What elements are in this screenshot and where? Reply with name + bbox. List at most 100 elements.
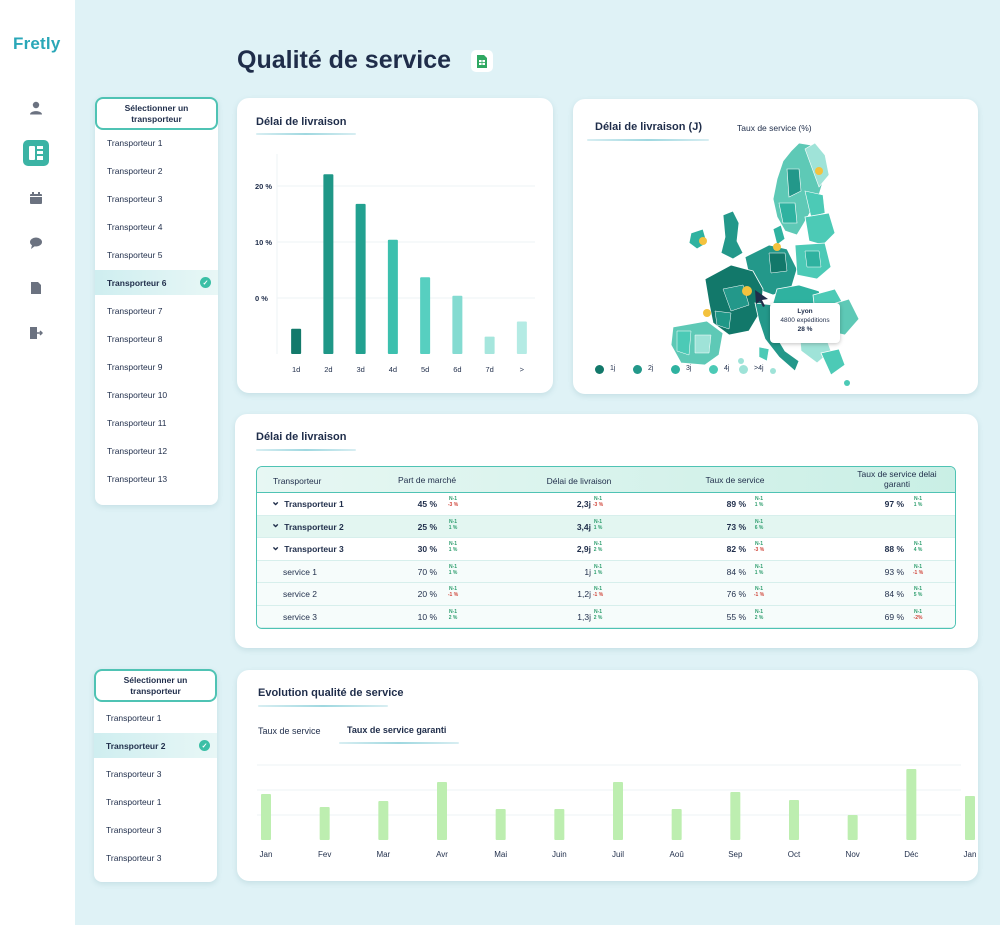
location-marker — [773, 243, 781, 251]
bar-5d — [420, 277, 431, 354]
carrier-option[interactable]: Transporteur 4 — [95, 214, 218, 239]
month-label: Jan — [260, 850, 273, 859]
carrier-option[interactable]: Transporteur 1 — [94, 705, 217, 730]
x-tick-label: 5d — [421, 365, 429, 374]
legend-label: 3j — [686, 365, 692, 372]
bar-Jan — [965, 796, 975, 840]
n1-label: N-1 — [448, 518, 458, 525]
bar-4d — [387, 239, 398, 354]
carrier-name: Transporteur 1 — [284, 499, 344, 509]
carrier-option[interactable]: Transporteur 9 — [95, 354, 218, 379]
user-icon[interactable] — [24, 96, 48, 120]
app-logo[interactable]: Fretly — [13, 34, 61, 53]
table-row[interactable]: ⌄ Transporteur 3 30 % N-1 1 % 2,9j N-1 2 % 82 % N… — [257, 538, 955, 561]
table-row[interactable]: ⌄ Transporteur 1 45 % N-1 -3 % 2,3j N-1 -3 % 89 … — [257, 493, 955, 516]
service-rate-n1-delta: N-1 -3 % — [751, 541, 767, 553]
table-row[interactable]: service 3 10 % N-1 2 % 1,3j N-1 2 % 55 % N-1 2 % 6… — [257, 605, 955, 628]
chat-icon[interactable] — [24, 231, 48, 255]
x-tick-label: > — [520, 365, 525, 374]
table-row[interactable]: service 1 70 % N-1 1 % 1j N-1 1 % 84 % N-1 1 % 93 … — [257, 560, 955, 583]
x-tick-label: 6d — [453, 365, 461, 374]
carrier-option[interactable]: Transporteur 11 — [95, 410, 218, 435]
col-guaranteed-rate[interactable]: Taux de service delai garanti — [857, 469, 937, 489]
month-label: Juil — [612, 850, 624, 859]
chevron-down-icon[interactable]: ⌄ — [271, 540, 281, 553]
check-icon: ✓ — [199, 740, 210, 751]
service-rate-n1-delta: N-1 6 % — [751, 519, 767, 531]
col-market-share[interactable]: Part de marché — [397, 475, 457, 485]
carrier-option-label: Transporteur 2 — [106, 740, 166, 751]
carrier-name: service 2 — [283, 589, 318, 599]
carrier-option[interactable]: Transporteur 1 — [94, 789, 217, 814]
tab-delay-days[interactable]: Délai de livraison (J) — [595, 121, 702, 133]
carrier-option-label: Transporteur 3 — [106, 824, 162, 835]
table-row[interactable]: ⌄ Transporteur 2 25 % N-1 1 % 3,4j N-1 1 % 73 % N… — [257, 515, 955, 538]
service-rate-n1-delta: N-1 1 % — [751, 564, 767, 576]
carrier-selector-header[interactable]: Sélectionner un transporteur — [95, 97, 218, 130]
market-share-n1-delta: N-1 1 % — [445, 564, 461, 576]
bar-Oct — [789, 800, 799, 840]
n1-value: 2 % — [448, 614, 458, 621]
carrier-option[interactable]: Transporteur 6 ✓ — [95, 270, 218, 295]
carrier-option[interactable]: Transporteur 5 — [95, 242, 218, 267]
col-service-rate[interactable]: Taux de service — [705, 475, 765, 485]
carrier-option[interactable]: Transporteur 12 — [95, 438, 218, 463]
y-tick-label: 20 % — [255, 182, 272, 191]
market-share-n1-delta: N-1 -3 % — [445, 496, 461, 508]
tab-service-rate[interactable]: Taux de service (%) — [737, 123, 812, 133]
carrier-option[interactable]: Transporteur 8 — [95, 326, 218, 351]
carrier-option[interactable]: Transporteur 1 — [95, 130, 218, 155]
carrier-selector-bottom: Sélectionner un transporteur Transporteu… — [94, 669, 217, 882]
bar-> — [516, 321, 527, 354]
delivery-delay-n1-delta: N-1 1 % — [590, 519, 606, 531]
n1-value: -3 % — [592, 502, 604, 508]
carrier-option[interactable]: Transporteur 13 — [95, 466, 218, 491]
carrier-selector-top: Sélectionner un transporteur Transporteu… — [95, 97, 218, 505]
market-share-n1-delta: N-1 1 % — [445, 519, 461, 531]
carrier-selector-header[interactable]: Sélectionner un transporteur — [94, 669, 217, 702]
carrier-option[interactable]: Transporteur 3 — [94, 817, 217, 842]
carrier-option[interactable]: Transporteur 2 — [95, 158, 218, 183]
cursor-pointer — [755, 290, 768, 307]
legend-label: 1j — [610, 365, 616, 372]
carrier-option[interactable]: Transporteur 3 — [94, 845, 217, 870]
evolution-bar-chart: Jan Fev Mar Avr Mai Juin Juil Aoû Sep Oct Nov Déc Ja… — [257, 764, 977, 859]
carrier-option-label: Transporteur 3 — [106, 852, 162, 863]
dashboard-icon[interactable] — [23, 140, 49, 166]
y-tick-label: 10 % — [255, 238, 272, 247]
n1-label: N-1 — [913, 586, 923, 592]
tab-service-rate[interactable]: Taux de service — [258, 726, 321, 736]
col-delivery-delay[interactable]: Délai de livraison — [546, 476, 612, 486]
carrier-option-label: Transporteur 11 — [107, 417, 167, 428]
tab-guaranteed-service-rate[interactable]: Taux de service garanti — [347, 725, 447, 735]
n1-label: N-1 — [754, 496, 764, 502]
n1-value: -2% — [913, 614, 923, 621]
n1-value: 2 % — [593, 614, 603, 621]
col-carrier[interactable]: Transporteur — [273, 476, 322, 486]
chevron-down-icon[interactable]: ⌄ — [271, 518, 281, 530]
spreadsheet-export-icon[interactable] — [471, 50, 493, 72]
carrier-option-label: Transporteur 12 — [107, 445, 168, 456]
chevron-down-icon[interactable]: ⌄ — [271, 495, 281, 508]
carrier-option[interactable]: Transporteur 2 ✓ — [94, 733, 217, 758]
month-label: Jan — [964, 850, 977, 859]
n1-value: -3 % — [447, 502, 459, 508]
europe-map[interactable] — [573, 99, 978, 394]
bar-7d — [484, 336, 495, 354]
carrier-option[interactable]: Transporteur 3 — [94, 761, 217, 786]
logout-icon[interactable] — [24, 321, 48, 345]
guaranteed-rate-value: 88 % — [884, 544, 904, 554]
legend-swatch — [633, 365, 642, 374]
delivery-delay-value: 2,9j — [576, 544, 591, 554]
bar-1d — [291, 328, 302, 354]
calendar-icon[interactable] — [24, 186, 48, 210]
carrier-option[interactable]: Transporteur 7 — [95, 298, 218, 323]
carrier-option[interactable]: Transporteur 10 — [95, 382, 218, 407]
x-tick-label: 4d — [389, 365, 397, 374]
service-rate-n1-delta: N-1 1 % — [751, 496, 767, 508]
n1-label: N-1 — [913, 541, 923, 547]
carrier-option[interactable]: Transporteur 3 — [95, 186, 218, 211]
document-icon[interactable] — [24, 276, 48, 300]
table-row[interactable]: service 2 20 % N-1 -1 % 1,2j N-1 -1 % 76 % N-1 -1… — [257, 583, 955, 606]
n1-value: -1 % — [592, 592, 604, 598]
